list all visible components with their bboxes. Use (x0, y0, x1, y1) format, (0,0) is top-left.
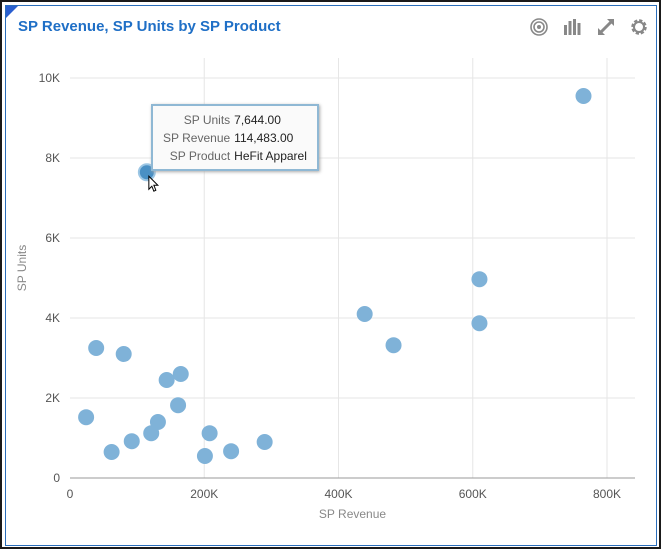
tooltip-value: HeFit Apparel (234, 149, 307, 163)
data-point[interactable] (115, 346, 132, 362)
y-axis-label: SP Units (15, 245, 29, 291)
y-tick-label: 0 (53, 471, 60, 485)
data-point[interactable] (137, 163, 156, 182)
bar-chart-icon[interactable] (562, 17, 582, 37)
x-axis-label: SP Revenue (319, 507, 386, 521)
chart-view: SP Revenue, SP Units by SP Product (5, 5, 657, 546)
tooltip-value: 114,483.00 (234, 131, 294, 145)
data-point[interactable] (88, 340, 105, 356)
data-point[interactable] (256, 434, 273, 450)
target-icon[interactable] (529, 17, 549, 37)
data-point[interactable] (201, 425, 218, 442)
data-point[interactable] (123, 433, 140, 450)
data-point[interactable] (78, 409, 95, 426)
expand-icon[interactable] (596, 17, 616, 37)
tooltip-label: SP Units (183, 113, 231, 127)
panel-corner-marker (6, 6, 18, 18)
y-tick-label: 10K (39, 71, 60, 85)
gear-icon[interactable] (629, 17, 649, 37)
x-tick-label: 400K (324, 487, 352, 501)
tooltip-value: 7,644.00 (234, 113, 281, 127)
data-point[interactable] (158, 372, 175, 388)
data-point[interactable] (223, 443, 240, 460)
data-point[interactable] (143, 425, 160, 442)
data-point[interactable] (575, 88, 592, 104)
chart-title: SP Revenue, SP Units by SP Product (18, 18, 281, 35)
data-point[interactable] (471, 315, 488, 332)
x-tick-label: 200K (190, 487, 218, 501)
hand-cursor-icon (148, 175, 160, 192)
x-tick-label: 0 (67, 487, 74, 501)
data-point[interactable] (170, 397, 187, 414)
data-point[interactable] (172, 366, 189, 382)
x-tick-label: 600K (459, 487, 487, 501)
tooltip-label: SP Product (169, 149, 231, 163)
data-point[interactable] (196, 448, 213, 464)
y-tick-label: 2K (45, 391, 60, 405)
data-tooltip: SP Units 7,644.00 SP Revenue 114,483.00 SP… (151, 104, 319, 171)
data-point[interactable] (356, 306, 373, 322)
tooltip-label: SP Revenue (163, 131, 231, 145)
y-tick-label: 4K (45, 311, 60, 325)
data-point[interactable] (385, 337, 402, 354)
y-tick-label: 6K (45, 231, 60, 245)
data-point[interactable] (103, 444, 120, 460)
x-tick-label: 800K (593, 487, 621, 501)
y-tick-label: 8K (45, 151, 60, 165)
data-point[interactable] (471, 271, 488, 288)
